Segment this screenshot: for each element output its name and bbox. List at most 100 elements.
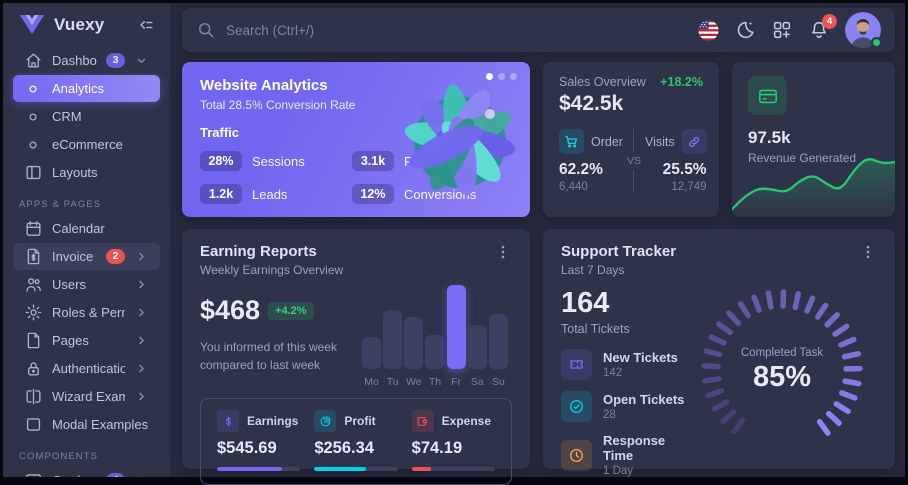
bar-label: Fr	[451, 376, 461, 388]
kebab-menu-icon[interactable]	[859, 243, 877, 261]
sidebar-badge: 3	[106, 53, 125, 69]
sidebar-item-analytics[interactable]: Analytics	[13, 75, 160, 102]
card-title: Sales Overview	[559, 75, 646, 89]
sidebar-badge: 2	[106, 249, 125, 265]
bar-we: We	[404, 317, 423, 388]
chevron-right-icon	[134, 305, 150, 321]
chevron-down-icon	[134, 53, 150, 69]
sidebar-item-calendar[interactable]: Calendar	[13, 215, 160, 242]
user-avatar[interactable]	[845, 12, 881, 48]
breakdown-expense: Expense $74.19	[412, 410, 495, 471]
total-tickets-label: Total Tickets	[561, 322, 691, 336]
breakdown-label: Earnings	[247, 414, 298, 428]
tracker-item-label: Open Tickets	[603, 392, 684, 407]
online-status-dot	[871, 37, 882, 48]
bar-su: Su	[489, 314, 508, 388]
sidebar-menu: Dashboard3AnalyticsCRMeCommerceLayoutsAP…	[3, 44, 170, 477]
shortcuts-grid-icon[interactable]	[771, 19, 793, 41]
card-title: Earning Reports	[200, 243, 343, 260]
lock-icon	[23, 359, 43, 379]
search-input[interactable]	[226, 23, 526, 38]
sidebar-item-pages[interactable]: Pages	[13, 327, 160, 354]
sales-total: $42.5k	[559, 92, 703, 116]
sidebar-item-dashboard[interactable]: Dashboard 3	[13, 47, 160, 74]
theme-moon-icon[interactable]	[734, 19, 756, 41]
visits-percent: 25.5%	[663, 161, 707, 179]
sidebar-item-label: Layouts	[52, 165, 150, 180]
breakdown-amount: $256.34	[314, 439, 397, 458]
sidebar-item-label: Wizard Examples	[52, 389, 125, 404]
card-icon	[23, 471, 43, 478]
vs-divider: VS	[623, 129, 645, 193]
search-icon[interactable]	[196, 20, 216, 40]
stat-value-chip: 12%	[352, 184, 394, 204]
clock-icon	[561, 440, 592, 471]
app-window: Vuexy Dashboard3AnalyticsCRMeCommerceLay…	[3, 3, 905, 477]
notifications-bell-icon[interactable]: 4	[808, 19, 830, 41]
sidebar-collapse-icon[interactable]	[136, 15, 156, 35]
gear-icon	[23, 303, 43, 323]
bar-value	[447, 285, 466, 369]
sidebar-item-label: Users	[52, 277, 125, 292]
order-column: Order 62.2% 6,440	[559, 129, 623, 193]
visits-count: 12,749	[671, 181, 706, 193]
chevron-right-icon	[134, 389, 150, 405]
bar-th: Th	[425, 335, 444, 388]
sidebar-item-authentications[interactable]: Authentications	[13, 355, 160, 382]
dollar-icon	[217, 410, 239, 432]
cards-row-2: Earning Reports Weekly Earnings Overview…	[182, 229, 895, 469]
chevron-right-icon	[134, 473, 150, 478]
sidebar-item-roles-permissions[interactable]: Roles & Permissions	[13, 299, 160, 326]
chevron-right-icon	[134, 277, 150, 293]
search-bar	[196, 20, 697, 40]
sidebar-item-label: Authentications	[52, 361, 125, 376]
sidebar-item-modal-examples[interactable]: Modal Examples	[13, 411, 160, 438]
sidebar-item-wizard-examples[interactable]: Wizard Examples	[13, 383, 160, 410]
stat-value-chip: 1.2k	[200, 184, 242, 204]
earnings-change-badge: +4.2%	[268, 302, 314, 320]
kebab-menu-icon[interactable]	[494, 243, 512, 261]
sidebar-item-label: Roles & Permissions	[52, 305, 125, 320]
breakdown-earnings: Earnings$545.69	[217, 410, 300, 471]
gauge-label: Completed Task	[741, 347, 823, 359]
sidebar-item-label: eCommerce	[52, 137, 150, 152]
sidebar-item-users[interactable]: Users	[13, 271, 160, 298]
visits-label: Visits	[645, 135, 675, 149]
bar-label: Mo	[364, 376, 379, 388]
card-subtitle: Last 7 Days	[561, 263, 676, 277]
wizard-icon	[23, 387, 43, 407]
tracker-item-value: 142	[603, 367, 678, 379]
breakdown-amount: $74.19	[412, 439, 495, 458]
bar-value	[425, 335, 444, 369]
sidebar-item-crm[interactable]: CRM	[13, 103, 160, 130]
home-icon	[23, 51, 43, 71]
breakdown-progress	[217, 467, 300, 471]
pie-icon	[314, 410, 336, 432]
sidebar-item-label: Analytics	[52, 81, 150, 96]
chevron-right-icon	[134, 249, 150, 265]
total-tickets-value: 164	[561, 287, 691, 320]
sidebar-item-ecommerce[interactable]: eCommerce	[13, 131, 160, 158]
card-subtitle: Weekly Earnings Overview	[200, 263, 343, 277]
breakdown-label: Expense	[442, 414, 491, 428]
sidebar-item-layouts[interactable]: Layouts	[13, 159, 160, 186]
check-circle-icon	[561, 391, 592, 422]
completed-task-gauge: Completed Task 85%	[691, 279, 873, 461]
chevron-right-icon	[134, 333, 150, 349]
sidebar-item-card[interactable]: Card4	[13, 467, 160, 477]
language-flag-icon[interactable]	[697, 19, 719, 41]
sales-overview-card: Sales Overview +18.2% $42.5k Order	[543, 62, 719, 217]
tracker-item-label: New Tickets	[603, 350, 678, 365]
breakdown-profit: Profit$256.34	[314, 410, 397, 471]
revenue-generated-card: 97.5k Revenue Generated	[732, 62, 895, 217]
order-label: Order	[591, 135, 623, 149]
stat-value-chip: 28%	[200, 151, 242, 171]
layout-icon	[23, 163, 43, 183]
weekly-earnings-summary: $468 +4.2% You informed of this week com…	[200, 285, 350, 388]
sidebar-item-label: Dashboard	[52, 53, 97, 68]
modal-icon	[23, 415, 43, 435]
analytics-sphere-illustration	[396, 76, 524, 204]
